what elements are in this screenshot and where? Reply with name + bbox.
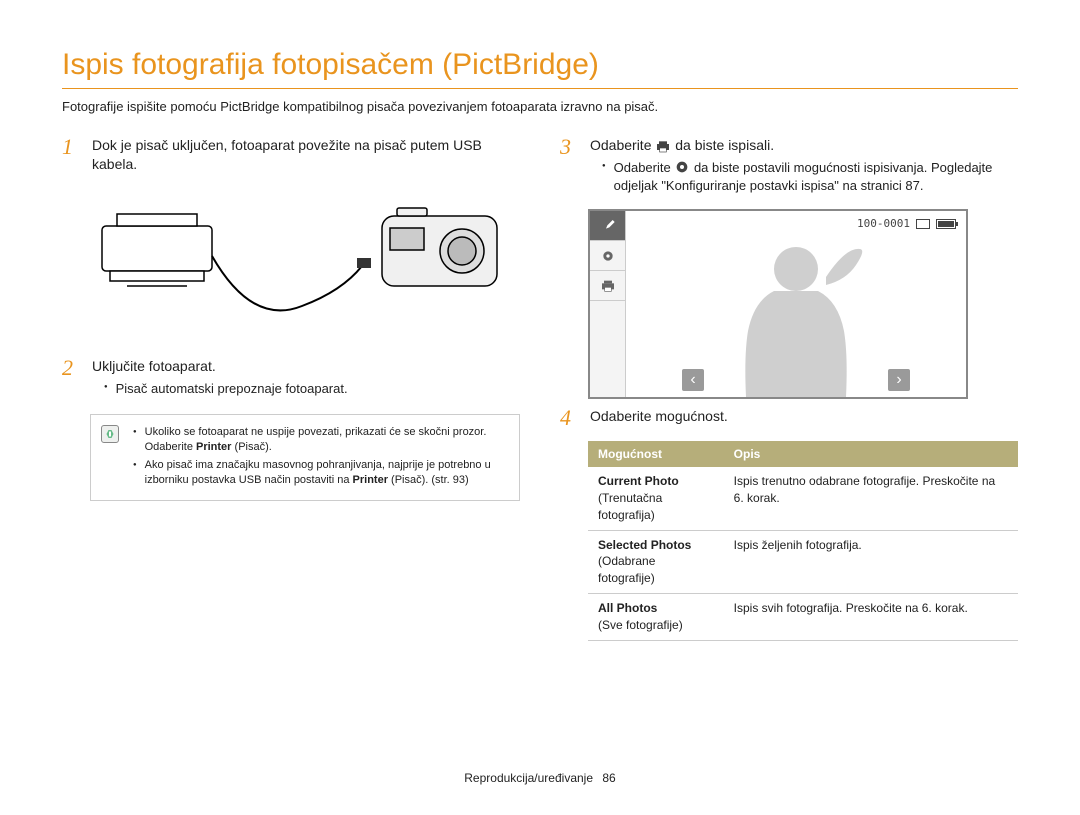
option-desc: Ispis svih fotografija. Preskočite na 6.…	[724, 594, 1018, 641]
nav-next[interactable]: ›	[888, 369, 910, 391]
step-number: 4	[560, 407, 578, 429]
step-text: Uključite fotoaparat. Pisač automatski p…	[92, 357, 520, 400]
note-icon	[101, 425, 119, 443]
display-sidebar	[590, 211, 626, 397]
sidebar-btn-gear[interactable]	[590, 241, 625, 271]
option-name: Selected Photos	[598, 538, 691, 552]
option-desc: Ispis trenutno odabrane fotografije. Pre…	[724, 467, 1018, 530]
table-row: Current Photo (Trenutačna fotografija) Is…	[588, 467, 1018, 530]
display-counter: 100-0001	[857, 217, 956, 230]
gear-icon	[674, 159, 690, 173]
battery-icon	[936, 219, 956, 229]
display-main: 100-0001 ‹ ›	[626, 211, 966, 397]
step-text-b: da biste ispisali.	[675, 137, 774, 153]
option-name: Current Photo	[598, 474, 679, 488]
step-number: 2	[62, 357, 80, 400]
note-bold: Printer	[196, 441, 231, 453]
printer-camera-illustration	[92, 186, 520, 341]
sidebar-btn-printer[interactable]	[590, 271, 625, 301]
table-row: All Photos (Sve fotografije) Ispis svih f…	[588, 594, 1018, 641]
note-bold: Printer	[353, 474, 388, 486]
step-text-main: Uključite fotoaparat.	[92, 358, 216, 374]
page-subtitle: Fotografije ispišite pomoću PictBridge k…	[62, 99, 1018, 114]
printer-icon	[655, 139, 671, 153]
note-bullet: Ukoliko se fotoaparat ne uspije povezati…	[133, 425, 507, 456]
option-sub: (Trenutačna fotografija)	[598, 491, 662, 522]
options-table: Mogućnost Opis Current Photo (Trenutačna …	[588, 441, 1018, 640]
content-columns: 1 Dok je pisač uključen, fotoaparat pove…	[62, 136, 1018, 641]
note-bullet: Ako pisač ima značajku masovnog pohranji…	[133, 458, 507, 489]
option-name: All Photos	[598, 601, 657, 615]
page-footer: Reprodukcija/uređivanje 86	[62, 771, 1018, 785]
option-sub: (Odabrane fotografije)	[598, 554, 655, 585]
step-3: 3 Odaberite da biste ispisali. Odaberite	[560, 136, 1018, 197]
left-column: 1 Dok je pisač uključen, fotoaparat pove…	[62, 136, 520, 641]
step-text-a: Odaberite	[590, 137, 655, 153]
sidebar-btn-wrench[interactable]	[590, 211, 625, 241]
step-text: Dok je pisač uključen, fotoaparat poveži…	[92, 136, 520, 174]
step-number: 1	[62, 136, 80, 174]
step-number: 3	[560, 136, 578, 197]
footer-section: Reprodukcija/uređivanje	[464, 771, 593, 785]
option-desc: Ispis željenih fotografija.	[724, 530, 1018, 593]
bullet-text: Odaberite	[614, 160, 675, 175]
note-box: Ukoliko se fotoaparat ne uspije povezati…	[90, 414, 520, 502]
right-column: 3 Odaberite da biste ispisali. Odaberite	[560, 136, 1018, 641]
step-bullet: Pisač automatski prepoznaje fotoaparat.	[104, 380, 520, 398]
step-2: 2 Uključite fotoaparat. Pisač automatski…	[62, 357, 520, 400]
step-4: 4 Odaberite mogućnost.	[560, 407, 1018, 429]
option-sub: (Sve fotografije)	[598, 618, 683, 632]
step-text: Odaberite da biste ispisali. Odaberite d…	[590, 136, 1018, 197]
table-row: Selected Photos (Odabrane fotografije) Is…	[588, 530, 1018, 593]
page-title: Ispis fotografija fotopisačem (PictBridg…	[62, 48, 1018, 89]
table-header: Mogućnost	[588, 441, 724, 467]
camera-display: 100-0001 ‹ ›	[588, 209, 968, 399]
note-text: (Pisač). (str. 93)	[388, 474, 469, 486]
step-bullet: Odaberite da biste postavili mogućnosti …	[602, 159, 1018, 195]
note-text: (Pisač).	[231, 441, 271, 453]
step-1: 1 Dok je pisač uključen, fotoaparat pove…	[62, 136, 520, 174]
footer-page: 86	[602, 771, 615, 785]
table-header: Opis	[724, 441, 1018, 467]
memory-icon	[916, 219, 930, 229]
step-text: Odaberite mogućnost.	[590, 407, 1018, 429]
nav-prev[interactable]: ‹	[682, 369, 704, 391]
